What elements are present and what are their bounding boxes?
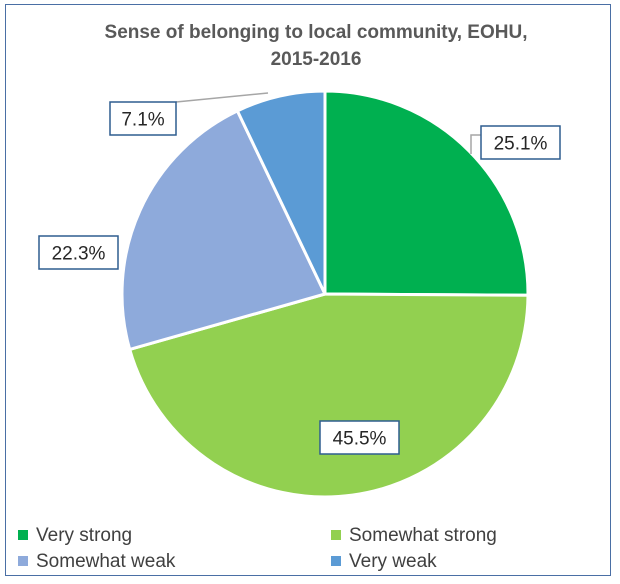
pie-slice-very-strong — [323, 89, 530, 297]
legend-item-very-weak: Very weak — [331, 551, 437, 572]
data-label-somewhat-strong: 45.5% — [319, 420, 400, 455]
leader-lines — [175, 92, 481, 154]
legend-swatch — [18, 530, 28, 540]
data-label-box — [109, 101, 177, 136]
leader-line-very-weak — [175, 92, 269, 103]
pie-slice-very-weak — [235, 89, 327, 295]
legend-item-very-strong: Very strong — [18, 525, 132, 546]
data-label-text: 25.1% — [494, 134, 548, 155]
legend-swatch — [18, 556, 28, 566]
legend-label: Very strong — [36, 525, 132, 546]
data-label-box — [480, 125, 561, 160]
data-label-box — [38, 235, 119, 270]
data-label-very-strong: 25.1% — [480, 125, 561, 160]
data-label-text: 7.1% — [121, 110, 164, 131]
data-label-very-weak: 7.1% — [109, 101, 177, 136]
pie-slice-somewhat-strong — [127, 292, 530, 499]
data-label-somewhat-weak: 22.3% — [38, 235, 119, 270]
data-labels: 25.1% 45.5% 22.3% 7.1% — [38, 101, 561, 455]
chart-title: Sense of belonging to local community, E… — [105, 22, 528, 70]
legend: Very strong Somewhat strong Somewhat weak V… — [18, 525, 497, 572]
legend-label: Somewhat strong — [349, 525, 497, 546]
chart-title-line-2: 2015-2016 — [271, 49, 362, 70]
legend-swatch — [331, 530, 341, 540]
data-label-text: 45.5% — [333, 429, 387, 450]
data-label-box — [319, 420, 400, 455]
chart-frame: Sense of belonging to local community, E… — [5, 4, 611, 576]
data-label-text: 22.3% — [52, 244, 106, 265]
pie-slice-somewhat-weak — [120, 108, 328, 352]
legend-label: Very weak — [349, 551, 437, 572]
legend-item-somewhat-strong: Somewhat strong — [331, 525, 497, 546]
pie-slices — [120, 89, 530, 499]
legend-swatch — [331, 556, 341, 566]
legend-item-somewhat-weak: Somewhat weak — [18, 551, 176, 572]
leader-line-very-strong — [470, 134, 481, 154]
legend-label: Somewhat weak — [36, 551, 176, 572]
chart-title-line-1: Sense of belonging to local community, E… — [105, 22, 528, 43]
pie-chart: Sense of belonging to local community, E… — [18, 22, 561, 572]
